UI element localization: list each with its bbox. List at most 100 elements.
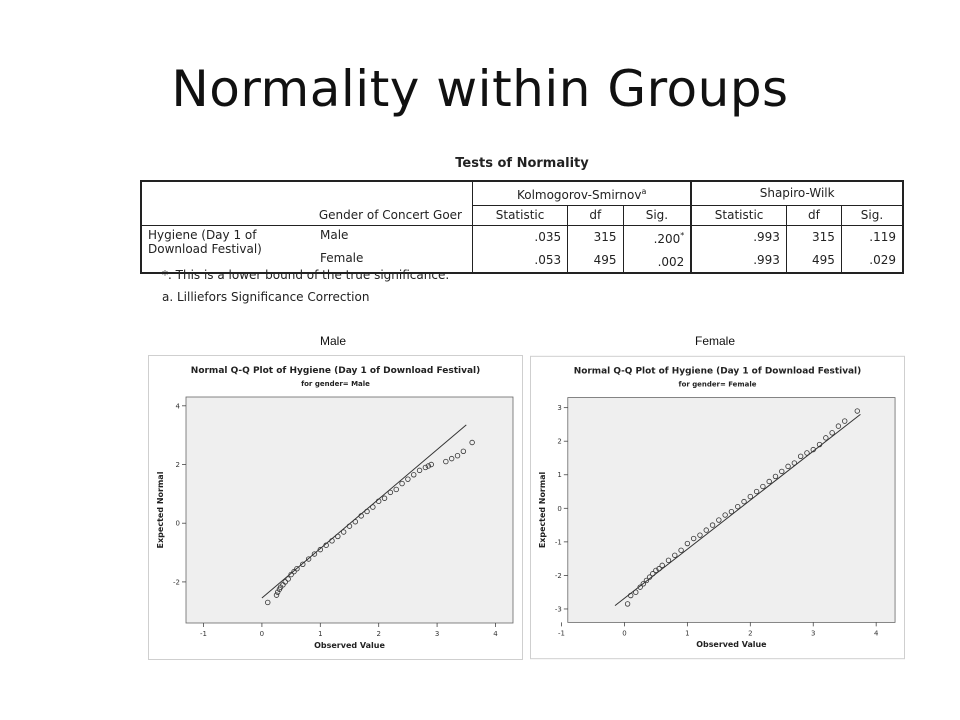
x-tick-label: 3 [435, 630, 439, 638]
data-point [265, 599, 271, 606]
data-point [697, 532, 703, 538]
chart-title: Normal Q-Q Plot of Hygiene (Day 1 of Dow… [574, 367, 861, 377]
data-point [640, 581, 647, 587]
data-point [428, 461, 434, 468]
slide-title: Normality within Groups [171, 60, 789, 118]
data-point [387, 489, 394, 496]
ks-df-cell: 315 [567, 225, 624, 249]
data-point [425, 463, 432, 469]
y-tick-label: -3 [555, 605, 562, 613]
column-header: df [785, 205, 842, 226]
sw-df-cell: 315 [785, 225, 842, 249]
x-tick-label: 1 [318, 630, 322, 638]
chart-title: Normal Q-Q Plot of Hygiene (Day 1 of Dow… [191, 366, 480, 376]
column-header: Statistic [690, 205, 787, 226]
y-tick-label: -2 [555, 572, 562, 580]
data-point [628, 592, 634, 599]
data-point [791, 460, 798, 466]
x-tick-label: 0 [622, 629, 626, 637]
data-point [646, 574, 653, 580]
column-header: Statistic [471, 205, 568, 226]
sw-group-header: Shapiro-Wilk [690, 180, 904, 206]
x-tick-label: -1 [558, 629, 565, 637]
tests-of-normality-table: Kolmogorov-Smirnova Shapiro-Wilk Gender … [140, 180, 904, 274]
data-point [656, 566, 662, 572]
data-point [653, 567, 659, 574]
ks-sig-footnote-mark: * [680, 231, 685, 240]
table-corner-cell [140, 180, 473, 206]
data-point [785, 463, 791, 470]
data-point [842, 418, 848, 424]
data-point [305, 556, 312, 562]
data-point [291, 568, 297, 575]
data-point [375, 498, 382, 504]
sw-statistic-cell: .993 [690, 225, 787, 249]
data-point [690, 535, 697, 542]
column-header: Sig. [622, 205, 692, 226]
ks-statistic-cell: .035 [471, 225, 568, 249]
y-tick-label: 3 [557, 404, 561, 412]
data-point [835, 423, 842, 429]
y-axis-label: Expected Normal [156, 471, 165, 548]
data-point [854, 408, 860, 414]
data-point [779, 468, 785, 475]
qq-plot-male: Normal Q-Q Plot of Hygiene (Day 1 of Dow… [148, 355, 523, 660]
data-point [716, 517, 722, 523]
table-caption: Tests of Normality [455, 156, 589, 171]
data-point [747, 493, 753, 500]
y-tick-label: -2 [173, 578, 180, 586]
y-tick-label: 2 [557, 438, 561, 446]
data-point [393, 486, 399, 493]
x-tick-label: 0 [260, 630, 264, 638]
x-axis-label: Observed Value [314, 641, 385, 650]
table-row: Hygiene (Day 1 of Download Festival) Mal… [140, 225, 904, 256]
data-point [797, 453, 804, 459]
ks-sig-cell: .200* [622, 225, 692, 249]
data-point [288, 571, 294, 578]
data-point [741, 498, 747, 505]
data-point [454, 453, 461, 459]
footnote: *. This is a lower bound of the true sig… [162, 268, 450, 282]
data-point [722, 512, 728, 518]
data-point [469, 439, 475, 446]
data-point [823, 435, 829, 441]
x-axis-label: Observed Value [696, 640, 766, 649]
sw-df-cell: 495 [785, 249, 842, 274]
y-tick-label: 0 [557, 505, 561, 513]
chart-subtitle: for gender= Female [679, 381, 757, 389]
data-point [678, 547, 684, 553]
ks-group-header: Kolmogorov-Smirnova [472, 180, 692, 206]
data-point [772, 473, 779, 480]
x-tick-label: 3 [811, 629, 815, 637]
qq-plot-female: Normal Q-Q Plot of Hygiene (Day 1 of Dow… [530, 355, 905, 660]
x-tick-label: 1 [685, 629, 689, 637]
x-tick-label: 2 [748, 629, 752, 637]
column-header: df [567, 205, 624, 226]
data-point [637, 584, 643, 590]
data-point [643, 577, 650, 584]
data-point [766, 478, 772, 485]
data-point [659, 562, 665, 569]
data-point [411, 472, 417, 478]
data-point [650, 571, 656, 577]
data-point [340, 529, 347, 535]
footnote: a. Lilliefors Significance Correction [162, 290, 370, 304]
y-tick-label: -1 [555, 538, 562, 546]
data-point [684, 540, 691, 547]
data-point [735, 503, 741, 510]
data-point [405, 476, 411, 482]
grouping-label: Gender of Concert Goer [140, 205, 473, 226]
data-point [294, 566, 300, 572]
ks-df-cell: 495 [567, 249, 624, 274]
y-tick-label: 1 [557, 471, 561, 479]
y-tick-label: 0 [176, 520, 180, 528]
data-point [728, 508, 735, 515]
data-point [448, 455, 455, 462]
table-row: Female .053 495 .002 .993 495 .029 [140, 249, 904, 274]
data-point [311, 551, 318, 557]
chart-subtitle: for gender= Male [301, 380, 370, 388]
data-point [323, 542, 329, 548]
data-point [300, 561, 306, 567]
chart-label-male: Male [320, 334, 347, 348]
data-point [364, 508, 370, 515]
